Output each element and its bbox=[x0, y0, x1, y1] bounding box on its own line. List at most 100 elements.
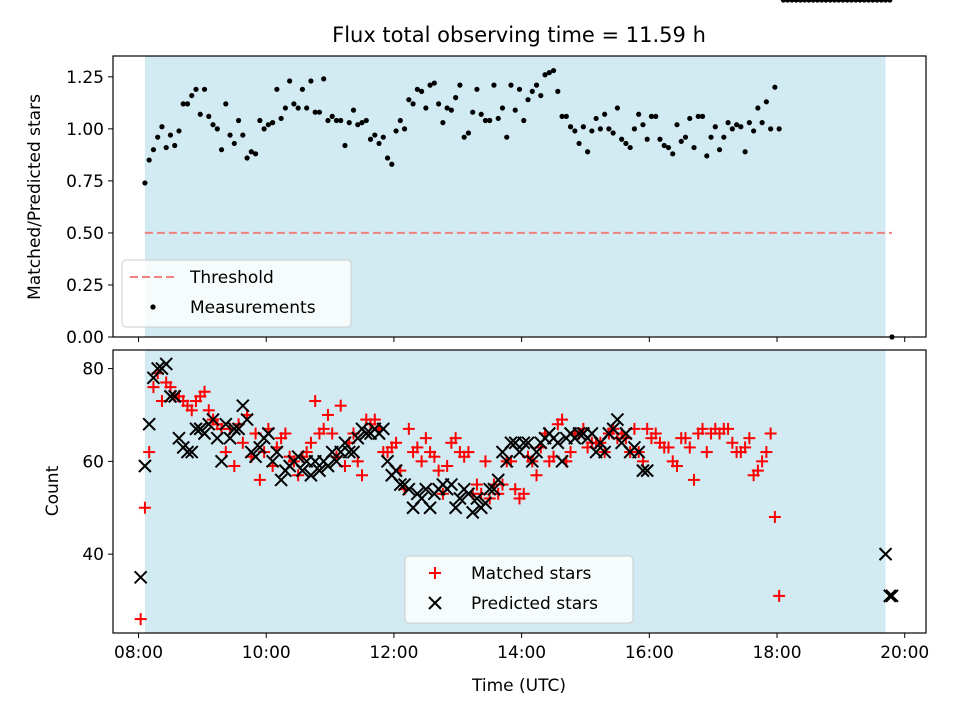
measurement-point bbox=[533, 82, 540, 88]
measurement-point bbox=[559, 113, 565, 119]
matched-star-point bbox=[726, 436, 739, 449]
measurement-point bbox=[414, 86, 420, 92]
measurement-point bbox=[768, 126, 774, 132]
measurement-point bbox=[316, 109, 323, 115]
ratio-measurements bbox=[142, 0, 895, 340]
measurement-point bbox=[393, 128, 399, 134]
measurement-point bbox=[627, 144, 633, 151]
measurement-point bbox=[555, 88, 561, 94]
measurement-point bbox=[155, 134, 161, 140]
predicted-star-point bbox=[619, 426, 633, 441]
matched-star-point bbox=[441, 459, 454, 472]
measurement-point bbox=[742, 149, 748, 155]
measurement-point bbox=[308, 78, 314, 84]
predicted-star-point bbox=[142, 417, 156, 431]
measurement-point bbox=[184, 101, 191, 107]
measurement-point bbox=[231, 140, 237, 147]
measurement-point bbox=[167, 132, 174, 138]
counts-legend: Matched stars Predicted stars bbox=[404, 555, 634, 624]
matched-star-point bbox=[739, 441, 752, 454]
predicted-star-point bbox=[402, 482, 416, 496]
measurement-point bbox=[810, 0, 816, 3]
matched-star-point bbox=[317, 422, 330, 435]
measurement-point bbox=[857, 0, 863, 3]
matched-star-point bbox=[556, 413, 569, 426]
predicted-star-point bbox=[606, 422, 620, 436]
predicted-legend-label: Predicted stars bbox=[471, 594, 598, 614]
matched-star-point bbox=[696, 422, 709, 435]
measurement-point bbox=[716, 147, 723, 153]
measurement-point bbox=[363, 117, 369, 124]
matched-star-point bbox=[390, 436, 403, 449]
measurement-point bbox=[355, 122, 361, 128]
measurement-point bbox=[487, 117, 493, 124]
measurement-point bbox=[785, 0, 791, 3]
predicted-star-point bbox=[274, 473, 288, 487]
matched-star-point bbox=[768, 511, 781, 524]
measurement-point bbox=[563, 113, 569, 119]
matched-star-point bbox=[773, 589, 786, 602]
measurement-point bbox=[755, 105, 761, 111]
measurements-legend-label: Measurements bbox=[190, 298, 316, 318]
matched-star-point bbox=[185, 404, 198, 417]
measurement-point bbox=[261, 126, 267, 132]
predicted-star-point bbox=[261, 426, 276, 441]
measurement-point bbox=[687, 115, 693, 122]
predicted-star-point bbox=[168, 389, 182, 404]
measurement-point bbox=[636, 111, 642, 117]
matched-star-point bbox=[517, 487, 530, 500]
measurement-point bbox=[359, 120, 365, 126]
predicted-star-point bbox=[453, 491, 467, 506]
measurement-point bbox=[882, 0, 889, 3]
matched-star-point bbox=[402, 422, 415, 435]
measurement-point bbox=[823, 0, 829, 3]
matched-star-point bbox=[700, 446, 713, 459]
measurement-point bbox=[670, 151, 676, 157]
predicted-star-point bbox=[329, 454, 344, 469]
ratio-y-tick-label: 0.25 bbox=[66, 276, 104, 296]
predicted-star-point bbox=[525, 454, 539, 469]
matched-star-point bbox=[326, 427, 339, 440]
measurement-point bbox=[870, 0, 876, 3]
matched-star-point bbox=[743, 432, 756, 445]
ratio-y-tick-label: 1.00 bbox=[66, 120, 104, 140]
matched-star-point bbox=[309, 395, 322, 408]
matched-star-point bbox=[641, 422, 654, 435]
x-tick-label: 08:00 bbox=[114, 643, 163, 663]
predicted-star-point bbox=[265, 454, 280, 469]
measurement-point bbox=[827, 0, 833, 3]
measurement-point bbox=[491, 82, 497, 88]
matched-legend-swatch bbox=[429, 567, 441, 579]
x-tick-label: 10:00 bbox=[242, 643, 291, 663]
x-tick-label: 16:00 bbox=[625, 643, 674, 663]
x-tick-label: 12:00 bbox=[369, 643, 418, 663]
ratio-y-axis: 0.00 0.25 0.50 0.75 1.00 1.25 bbox=[66, 68, 113, 348]
matched-star-point bbox=[683, 441, 696, 454]
counts-y-axis-label: Count bbox=[43, 465, 63, 516]
matched-star-point bbox=[722, 422, 735, 435]
predicted-star-point bbox=[883, 589, 897, 603]
predicted-star-point bbox=[572, 426, 586, 441]
predicted-star-point bbox=[478, 496, 493, 510]
predicted-star-point bbox=[159, 357, 173, 371]
measurement-point bbox=[614, 105, 621, 111]
measurement-point bbox=[878, 0, 884, 3]
predicted-star-point bbox=[206, 412, 220, 427]
measurement-point bbox=[763, 99, 769, 105]
measurement-point bbox=[436, 101, 442, 107]
predicted-star-point bbox=[376, 422, 390, 436]
measurement-point bbox=[746, 120, 752, 126]
measurement-point bbox=[678, 138, 684, 144]
matched-star-point bbox=[304, 436, 317, 449]
predicted-star-point bbox=[248, 449, 263, 464]
measurement-point bbox=[572, 128, 578, 134]
predicted-star-point bbox=[517, 436, 531, 450]
measurement-point bbox=[602, 111, 608, 117]
measurement-point bbox=[287, 78, 293, 84]
measurement-point bbox=[695, 113, 701, 119]
measurement-point bbox=[682, 134, 689, 140]
measurement-point bbox=[342, 142, 348, 149]
counts-y-axis: 40 60 80 bbox=[82, 360, 113, 565]
measurement-point bbox=[725, 120, 731, 126]
predicted-star-point bbox=[389, 463, 403, 478]
